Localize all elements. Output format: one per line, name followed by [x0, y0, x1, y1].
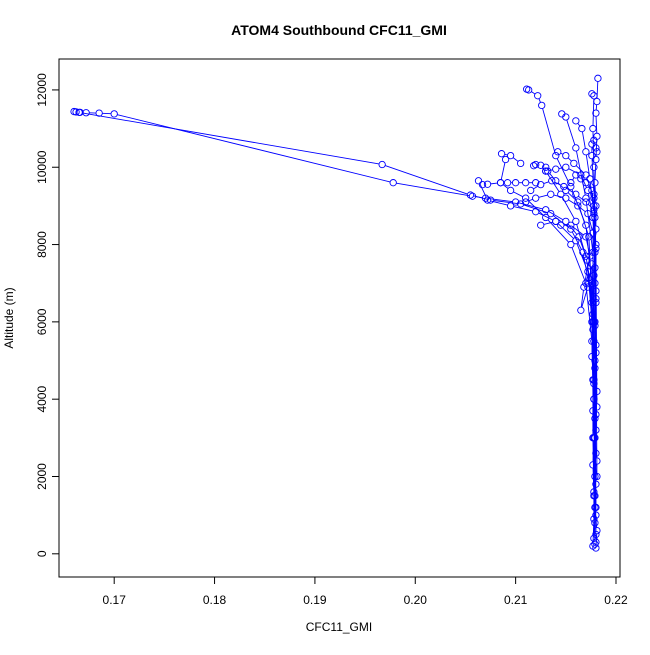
x-tick-label: 0.21 — [504, 593, 528, 607]
x-axis-label: CFC11_GMI — [306, 620, 372, 634]
y-tick-label: 8000 — [35, 231, 49, 258]
y-tick-label: 12000 — [35, 73, 49, 107]
y-axis-label: Altitude (m) — [2, 287, 16, 348]
y-tick-label: 4000 — [35, 386, 49, 413]
y-tick-label: 10000 — [35, 150, 49, 184]
x-tick-label: 0.22 — [604, 593, 628, 607]
y-tick-label: 2000 — [35, 463, 49, 490]
chart-title: ATOM4 Southbound CFC11_GMI — [231, 22, 447, 38]
y-tick-label: 6000 — [35, 308, 49, 335]
x-tick-label: 0.20 — [404, 593, 428, 607]
x-tick-label: 0.19 — [303, 593, 327, 607]
y-tick-label: 0 — [35, 550, 49, 557]
x-tick-label: 0.17 — [103, 593, 127, 607]
x-tick-label: 0.18 — [203, 593, 227, 607]
